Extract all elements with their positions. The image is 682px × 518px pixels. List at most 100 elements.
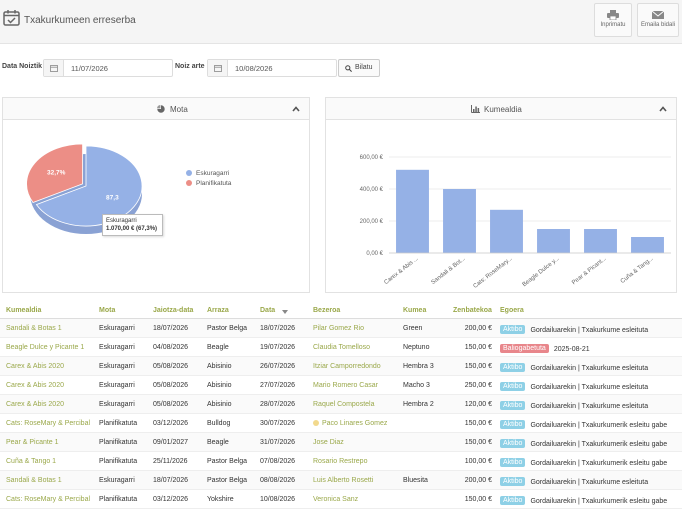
search-button[interactable]: Bilatu [338,59,380,77]
kumealdia-link[interactable]: Carex & Abis 2020 [6,363,64,370]
status-badge: Aktibo [500,382,526,391]
kumealdia-link[interactable]: Sandali & Botas 1 [6,325,62,332]
kumea-cell: Green [403,325,423,332]
kumealdia-link[interactable]: Cuña & Tango 1 [6,458,57,465]
bezeroa-link[interactable]: Claudia Tomelloso [313,344,371,351]
x-tick-label: Pear & Picant... [571,256,608,287]
kumealdia-link[interactable]: Carex & Abis 2020 [6,382,64,389]
bar-4[interactable] [584,229,617,253]
kumealdia-link[interactable]: Cats: RoseMary & Percibal [6,420,91,427]
status-badge: Aktibo [500,477,526,486]
col-header-bezeroa[interactable]: Bezeroa [313,307,341,314]
legend-item-eskuragarri[interactable]: Eskuragarri [186,169,231,179]
table-row[interactable]: Cuña & Tango 1 Planifikatuta 25/11/2026 Pas… [0,452,682,471]
table-row[interactable]: Pear & Picante 1 Planifikatuta 09/01/2027 B… [0,433,682,452]
bar-5[interactable] [631,237,664,253]
data-cell: 18/07/2026 [260,325,296,332]
col-header-data[interactable]: Data [260,307,276,314]
kumealdia-link[interactable]: Carex & Abis 2020 [6,401,64,408]
bezeroa-name: Paco Linares Gomez [322,420,388,427]
table-row[interactable]: Carex & Abis 2020 Eskuragarri 05/08/2026 Ab… [0,395,682,414]
zenbatekoa-cell: 150,00 € [464,496,492,503]
table-row[interactable]: Sandali & Botas 1 Eskuragarri 18/07/2026 Pa… [0,319,682,338]
table-row[interactable]: Beagle Dulce y Picante 1 Eskuragarri 04/08… [0,338,682,357]
to-date-label: Noiz arte [175,63,205,70]
pie-slice-label: 32,7% [47,170,66,177]
pie-slice-eskuragarri[interactable] [35,145,143,227]
mota-cell: Eskuragarri [99,382,135,389]
col-header-zenbatekoa[interactable]: Zenbatekoa [453,307,492,314]
table-row[interactable]: Carex & Abis 2020 Eskuragarri 05/08/2026 Ab… [0,357,682,376]
egoera-cell: Aktibo Gordailuarekin | Txakurkume esleit… [500,401,648,410]
data-cell: 27/07/2026 [260,382,296,389]
kumea-cell: Bluesita [403,477,428,484]
send-email-button[interactable]: Emaila bidali [637,3,679,37]
egoera-text: 2025-08-21 [553,346,590,353]
print-button[interactable]: Inprimatu [594,3,632,37]
bar-3[interactable] [537,229,570,253]
table-row[interactable]: Cats: RoseMary & Percibal Planifikatuta 03… [0,490,682,509]
kumea-cell: Hembra 2 [403,401,434,408]
table-header: Kumealdia Mota Jaiotza-data Arraza Data … [0,304,682,319]
x-tick-label: Beagle Dulce y... [522,256,561,289]
bezeroa-link[interactable]: Raquel Compostela [313,401,375,408]
bezeroa-link[interactable]: Luis Alberto Rosetti [313,477,374,484]
to-date-addon[interactable] [208,60,228,76]
kumealdia-panel-title: Kumealdia [484,105,522,114]
egoera-text: Gordailuarekin | Txakurkumerik esleitu g… [530,498,668,505]
zenbatekoa-cell: 250,00 € [464,382,492,389]
calendar-icon [214,65,222,72]
tooltip-value: 1.070,00 € (67,3%) [106,226,158,232]
bezeroa-link[interactable]: Mario Romero Casar [313,382,378,389]
bar-1[interactable] [443,189,476,253]
table-row[interactable]: Sandali & Botas 1 Eskuragarri 18/07/2026 Pa… [0,471,682,490]
zenbatekoa-cell: 200,00 € [464,325,492,332]
mota-cell: Planifikatuta [99,439,138,446]
print-label: Inprimatu [600,22,626,28]
bar-0[interactable] [396,169,429,253]
calendar-check-icon [3,10,20,26]
y-tick-label: 600,00 € [360,155,384,161]
mota-cell: Eskuragarri [99,325,135,332]
collapse-caret-icon[interactable] [659,106,667,112]
col-header-mota[interactable]: Mota [99,307,116,314]
bezeroa-link[interactable]: Jose Diaz [313,439,344,446]
sort-desc-icon[interactable] [282,310,288,314]
bezeroa-link[interactable]: Pilar Gomez Rio [313,325,364,332]
col-header-egoera[interactable]: Egoera [500,307,524,314]
kumealdia-link[interactable]: Beagle Dulce y Picante 1 [6,344,85,351]
col-header-arraza[interactable]: Arraza [207,307,229,314]
egoera-cell: Aktibo Gordailuarekin | Txakurkumerik esl… [500,420,667,429]
pie-slice-planifikatuta[interactable] [26,143,83,204]
egoera-text: Gordailuarekin | Txakurkumerik esleitu g… [530,460,668,467]
bezeroa-link[interactable]: Paco Linares Gomez [313,420,387,427]
mota-cell: Planifikatuta [99,458,138,465]
table-body: Sandali & Botas 1 Eskuragarri 18/07/2026 Pa… [0,319,682,509]
kumealdia-link[interactable]: Pear & Picante 1 [6,439,59,446]
from-date-addon[interactable] [44,60,64,76]
collapse-caret-icon[interactable] [292,106,300,112]
jaiotza-cell: 03/12/2026 [153,420,189,427]
calendar-icon [50,65,58,72]
from-date-field[interactable]: 11/07/2026 [43,59,173,77]
table-row[interactable]: Carex & Abis 2020 Eskuragarri 05/08/2026 Ab… [0,376,682,395]
y-tick-label: 200,00 € [360,219,384,225]
legend-label: Planifikatuta [196,180,232,187]
col-header-kumea[interactable]: Kumea [403,307,427,314]
bezeroa-link[interactable]: Rosario Restrepo [313,458,368,465]
mota-cell: Planifikatuta [99,496,138,503]
kumealdia-link[interactable]: Sandali & Botas 1 [6,477,62,484]
mota-cell: Eskuragarri [99,363,135,370]
bezeroa-link[interactable]: Itziar Camporredondo [313,363,381,370]
arraza-cell: Abisinio [207,401,232,408]
pie-tooltip: Eskuragarri 1.070,00 € (67,3%) [102,214,163,236]
table-row[interactable]: Cats: RoseMary & Percibal Planifikatuta 03… [0,414,682,433]
to-date-field[interactable]: 10/08/2026 [207,59,337,77]
col-header-kumealdia[interactable]: Kumealdia [6,307,42,314]
bezeroa-link[interactable]: Veronica Sanz [313,496,359,503]
legend-item-planifikatuta[interactable]: Planifikatuta [186,179,231,189]
col-header-jaiotza-data[interactable]: Jaiotza-data [153,307,194,314]
kumealdia-link[interactable]: Cats: RoseMary & Percibal [6,496,91,503]
envelope-icon [652,10,664,19]
bar-2[interactable] [490,209,523,253]
